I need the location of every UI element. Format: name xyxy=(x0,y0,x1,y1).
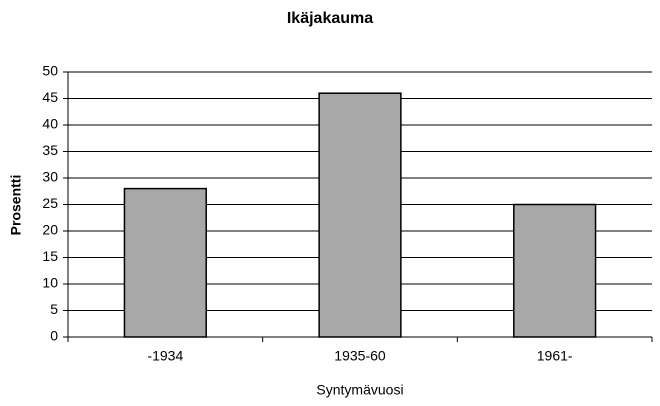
y-tick-label: 0 xyxy=(50,328,58,344)
y-tick-label: 45 xyxy=(42,89,58,105)
x-tick-label: 1935-60 xyxy=(334,348,386,364)
y-tick-label: 35 xyxy=(42,142,58,158)
x-tick-label: 1961- xyxy=(537,348,573,364)
chart-title: Ikäjakauma xyxy=(287,10,373,27)
bar xyxy=(513,203,597,338)
y-tick-label: 20 xyxy=(42,222,58,238)
y-tick-label: 30 xyxy=(42,169,58,185)
y-tick-label: 10 xyxy=(42,275,58,291)
y-tick-label: 40 xyxy=(42,116,58,132)
bar xyxy=(318,92,402,338)
y-tick-label: 25 xyxy=(42,195,58,211)
x-tick-label: -1934 xyxy=(147,348,183,364)
y-tick-label: 5 xyxy=(50,301,58,317)
x-axis-label: Syntymävuosi xyxy=(316,382,403,398)
y-axis-label: Prosentti xyxy=(8,175,24,236)
y-tick-label: 50 xyxy=(42,63,58,79)
y-tick-label: 15 xyxy=(42,248,58,264)
bar xyxy=(123,187,207,338)
